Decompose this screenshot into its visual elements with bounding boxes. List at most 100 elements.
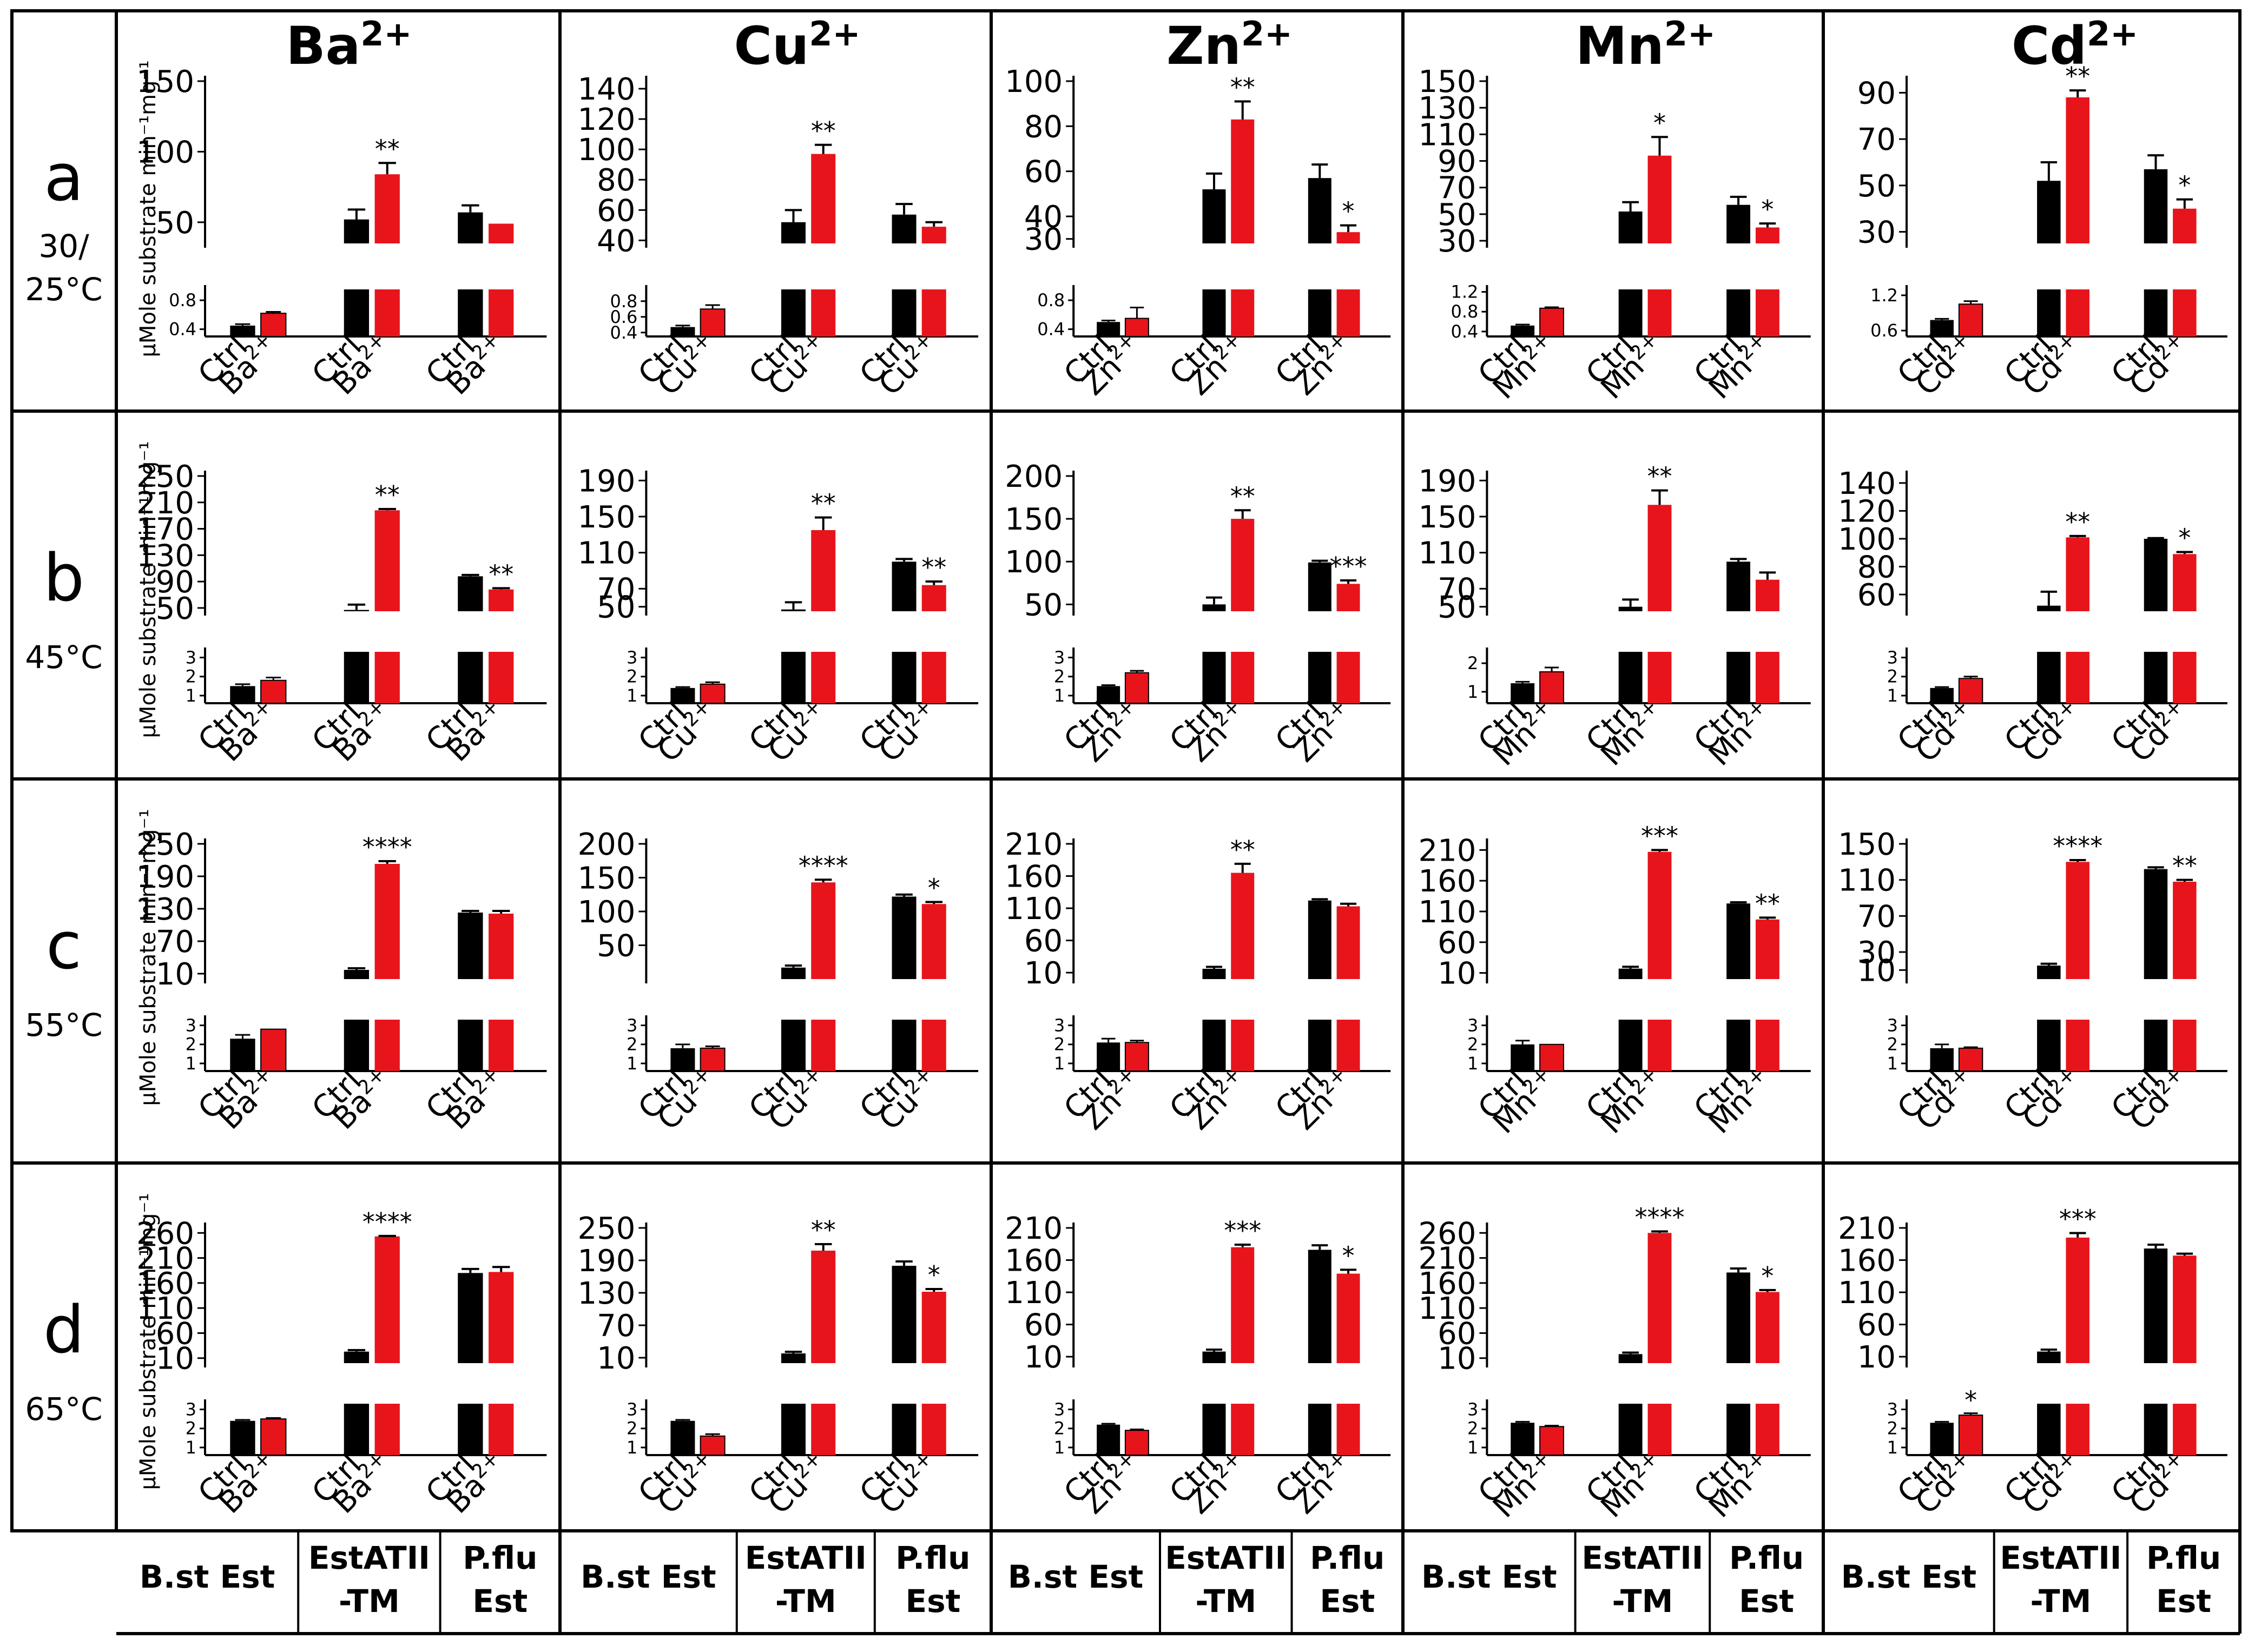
significance-mark: * xyxy=(1653,108,1666,137)
y-tick-label: 1 xyxy=(627,685,637,706)
bar-metal xyxy=(489,589,514,611)
bar-metal xyxy=(1647,1233,1672,1363)
metal-header: Mn2+ xyxy=(1575,14,1716,76)
bar-ctrl xyxy=(458,1273,483,1363)
y-tick-label: 260 xyxy=(136,1216,194,1251)
bar-ctrl xyxy=(2144,169,2168,243)
bar-metal xyxy=(374,1404,400,1455)
significance-mark: ** xyxy=(811,1215,836,1245)
y-tick-label: 2 xyxy=(186,1034,196,1055)
significance-mark: * xyxy=(2178,171,2191,200)
y-tick-label: 3 xyxy=(186,1399,196,1420)
bar-metal xyxy=(2066,537,2089,611)
y-tick-label: 110 xyxy=(1419,117,1476,153)
bar-metal xyxy=(1958,678,1983,704)
bar-metal xyxy=(1755,919,1779,979)
bar-ctrl xyxy=(1202,1404,1226,1455)
y-tick-label: 210 xyxy=(1419,1241,1476,1277)
bar-metal xyxy=(921,1292,946,1363)
bar-ctrl xyxy=(781,1404,806,1455)
bar-metal xyxy=(1231,1404,1255,1455)
bar-metal xyxy=(921,585,946,611)
significance-mark: ** xyxy=(2065,507,2090,537)
y-tick-label: 3 xyxy=(1887,1015,1898,1036)
bar-metal xyxy=(489,914,514,979)
bar-metal xyxy=(1336,232,1360,243)
y-tick-label: 160 xyxy=(136,1266,194,1301)
bar-ctrl xyxy=(2144,869,2168,979)
y-tick-label: 1 xyxy=(1887,1437,1898,1458)
y-tick-label: 160 xyxy=(1419,864,1476,899)
bar-ctrl xyxy=(1618,289,1643,336)
bar-metal xyxy=(1755,227,1779,243)
bar-metal xyxy=(1647,652,1672,703)
bar-ctrl xyxy=(1202,652,1226,703)
footer-group-label: Est xyxy=(2156,1583,2211,1620)
y-tick-label: 10 xyxy=(1438,1342,1476,1377)
y-tick-label: 60 xyxy=(1024,924,1063,959)
bar-ctrl xyxy=(1308,900,1331,979)
significance-mark: * xyxy=(1964,1386,1977,1415)
significance-mark: **** xyxy=(799,851,848,880)
significance-mark: * xyxy=(928,874,940,903)
significance-mark: ** xyxy=(811,116,836,146)
bar-metal xyxy=(1755,289,1779,336)
y-tick-label: 50 xyxy=(1438,197,1476,233)
bar-metal xyxy=(2066,1237,2089,1363)
bar-ctrl xyxy=(781,222,806,243)
bar-metal xyxy=(374,1020,400,1071)
y-tick-label: 150 xyxy=(1419,64,1476,100)
bar-ctrl xyxy=(2144,1248,2168,1363)
y-tick-label: 50 xyxy=(1857,169,1896,204)
y-tick-label: 30 xyxy=(1438,224,1476,259)
bar-metal xyxy=(1958,1415,1983,1456)
y-tick-label: 1 xyxy=(627,1053,637,1074)
y-tick-label: 190 xyxy=(578,464,636,499)
bar-metal xyxy=(489,1272,514,1363)
bar-ctrl xyxy=(1618,606,1643,611)
y-tick-label: 200 xyxy=(1005,459,1063,494)
y-tick-label: 2 xyxy=(627,1418,637,1439)
y-tick-label: 150 xyxy=(136,64,194,100)
significance-mark: ** xyxy=(375,134,400,163)
bar-ctrl xyxy=(458,576,483,611)
y-tick-label: 160 xyxy=(1005,860,1063,895)
bar-ctrl xyxy=(1726,652,1751,703)
bar-metal xyxy=(1647,155,1672,243)
y-tick-label: 0.8 xyxy=(1451,301,1479,322)
footer-group-label: B.st Est xyxy=(1841,1558,1977,1595)
footer-group-label: -TM xyxy=(2030,1583,2091,1620)
bar-ctrl xyxy=(1930,320,1954,336)
y-tick-label: 3 xyxy=(186,647,196,668)
y-tick-label: 2 xyxy=(627,1034,637,1055)
significance-mark: ** xyxy=(1230,835,1255,864)
row-letter-d: d xyxy=(43,1293,84,1368)
bar-ctrl xyxy=(670,1420,695,1455)
significance-mark: * xyxy=(1342,197,1355,226)
bar-ctrl xyxy=(781,289,806,336)
y-tick-label: 1 xyxy=(1054,1053,1065,1074)
bar-metal xyxy=(489,1404,514,1455)
y-tick-label: 3 xyxy=(1054,1015,1065,1036)
bar-ctrl xyxy=(458,652,483,703)
row-letter-c: c xyxy=(46,909,82,984)
bar-ctrl xyxy=(2144,538,2168,611)
significance-mark: *** xyxy=(2059,1205,2097,1234)
y-tick-label: 110 xyxy=(1005,891,1063,927)
y-tick-label: 70 xyxy=(1438,171,1476,206)
panel-Ba²⁺-65°C: μMole substrate min⁻¹mg⁻¹106011016021026… xyxy=(136,1193,547,1521)
bar-metal xyxy=(811,1020,836,1071)
bar-metal xyxy=(1231,1247,1255,1363)
y-tick-label: 190 xyxy=(578,1244,636,1279)
y-tick-label: 0.6 xyxy=(1870,320,1898,341)
y-tick-label: 0.6 xyxy=(610,307,638,327)
y-tick-label: 80 xyxy=(597,163,635,198)
bar-metal xyxy=(489,652,514,703)
bar-ctrl xyxy=(2144,289,2168,336)
bar-ctrl xyxy=(1097,1424,1120,1455)
y-tick-label: 3 xyxy=(1887,1399,1898,1420)
y-tick-label: 1 xyxy=(186,1437,196,1458)
bar-metal xyxy=(374,510,400,611)
